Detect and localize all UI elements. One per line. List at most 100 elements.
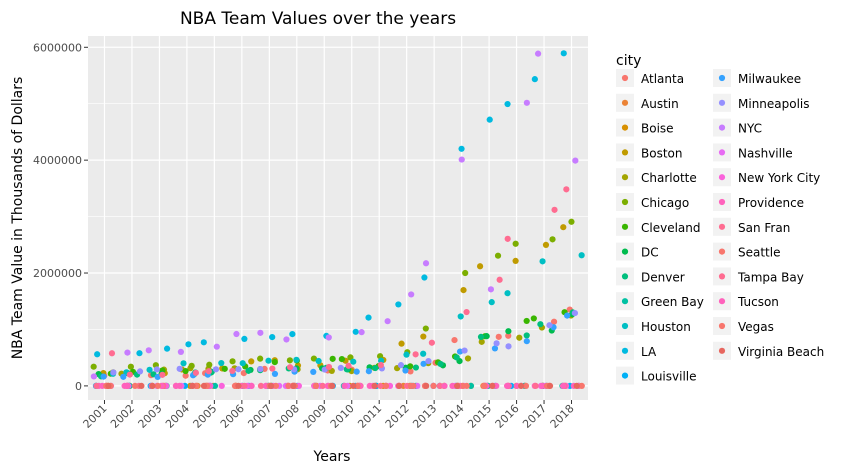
legend-marker bbox=[718, 298, 726, 305]
data-point bbox=[233, 330, 240, 338]
data-point bbox=[437, 360, 444, 368]
data-point bbox=[428, 339, 435, 346]
data-point bbox=[289, 330, 296, 338]
x-tick-label: 2004 bbox=[163, 402, 192, 431]
data-point bbox=[573, 382, 580, 389]
data-point bbox=[398, 340, 405, 347]
legend-item: Minneapolis bbox=[713, 93, 810, 112]
data-point bbox=[149, 382, 156, 389]
data-point bbox=[523, 317, 530, 325]
data-point bbox=[221, 365, 228, 372]
legend-item: Virginia Beach bbox=[713, 341, 824, 360]
legend-marker bbox=[621, 372, 629, 379]
legend-label: Seattle bbox=[738, 246, 780, 260]
data-point bbox=[240, 370, 247, 377]
legend-item: Seattle bbox=[713, 242, 780, 261]
legend-marker bbox=[621, 174, 629, 181]
legend-item: Denver bbox=[616, 267, 685, 286]
data-point bbox=[120, 373, 127, 380]
legend-label: Cleveland bbox=[641, 221, 701, 235]
legend-marker bbox=[621, 198, 629, 206]
data-point bbox=[345, 362, 352, 369]
data-point bbox=[420, 333, 427, 340]
legend-marker bbox=[718, 273, 726, 280]
data-point bbox=[384, 318, 391, 325]
legend-label: Tampa Bay bbox=[737, 270, 804, 284]
data-point bbox=[539, 258, 546, 265]
data-point bbox=[154, 382, 161, 389]
data-point bbox=[189, 382, 196, 389]
data-point bbox=[563, 186, 570, 193]
data-point bbox=[248, 358, 255, 365]
data-point bbox=[293, 356, 300, 363]
data-point bbox=[377, 382, 384, 389]
x-tick-label: 2009 bbox=[300, 402, 329, 431]
data-point bbox=[90, 363, 97, 370]
data-point bbox=[312, 382, 319, 389]
plot-background bbox=[88, 36, 588, 400]
data-point bbox=[206, 361, 213, 368]
data-point bbox=[412, 364, 420, 371]
legend-label: Boise bbox=[641, 122, 674, 136]
data-point bbox=[546, 322, 553, 329]
data-point bbox=[200, 339, 207, 346]
legend-label: Green Bay bbox=[641, 295, 704, 309]
data-point bbox=[549, 236, 556, 243]
legend-label: Chicago bbox=[641, 196, 689, 210]
plot-panel bbox=[88, 36, 588, 400]
data-point bbox=[235, 382, 242, 389]
y-axis: 0 2000000 4000000 6000000 bbox=[33, 41, 88, 393]
x-tick-label: 2015 bbox=[465, 402, 494, 431]
data-point bbox=[123, 382, 131, 389]
data-point bbox=[488, 299, 495, 306]
data-point bbox=[477, 333, 485, 340]
legend-item: Atlanta bbox=[616, 69, 684, 87]
data-point bbox=[377, 361, 384, 369]
data-point bbox=[550, 318, 558, 325]
legend-marker bbox=[621, 322, 629, 330]
data-point bbox=[100, 373, 107, 380]
legend-label: Houston bbox=[641, 320, 691, 334]
data-point bbox=[572, 157, 579, 164]
legend-item: Austin bbox=[616, 93, 679, 112]
x-tick-label: 2007 bbox=[245, 402, 274, 431]
legend-marker bbox=[718, 223, 726, 230]
legend-label: New York City bbox=[738, 171, 820, 185]
data-point bbox=[460, 286, 467, 294]
data-point bbox=[325, 363, 333, 371]
legend-title: city bbox=[616, 53, 641, 69]
data-point bbox=[382, 382, 389, 389]
data-point bbox=[458, 156, 465, 163]
legend-marker bbox=[718, 149, 726, 156]
legend-label: Nashville bbox=[738, 146, 793, 160]
data-point bbox=[425, 358, 432, 365]
data-point bbox=[341, 382, 348, 389]
data-point bbox=[513, 382, 520, 389]
x-tick-label: 2001 bbox=[81, 402, 110, 431]
data-point bbox=[453, 354, 460, 361]
data-point bbox=[136, 368, 144, 375]
data-point bbox=[512, 240, 519, 247]
data-point bbox=[257, 355, 264, 362]
data-point bbox=[537, 321, 544, 328]
x-tick-label: 2008 bbox=[273, 402, 302, 431]
legend-item: DC bbox=[616, 242, 659, 261]
data-point bbox=[462, 269, 469, 277]
data-point bbox=[182, 372, 189, 379]
data-point bbox=[530, 315, 537, 322]
data-point bbox=[229, 367, 236, 375]
data-point bbox=[218, 382, 225, 389]
y-tick-label: 2000000 bbox=[33, 267, 82, 280]
data-point bbox=[449, 382, 456, 389]
legend-label: Minneapolis bbox=[738, 97, 810, 111]
data-point bbox=[371, 382, 378, 389]
legend-label: Atlanta bbox=[641, 72, 684, 86]
data-point bbox=[290, 382, 297, 389]
data-point bbox=[257, 329, 264, 336]
data-point bbox=[163, 345, 171, 352]
data-point bbox=[523, 332, 530, 339]
legend-label: Denver bbox=[641, 270, 685, 284]
y-tick-label: 4000000 bbox=[33, 154, 82, 167]
data-point bbox=[124, 349, 131, 356]
data-point bbox=[451, 336, 458, 344]
